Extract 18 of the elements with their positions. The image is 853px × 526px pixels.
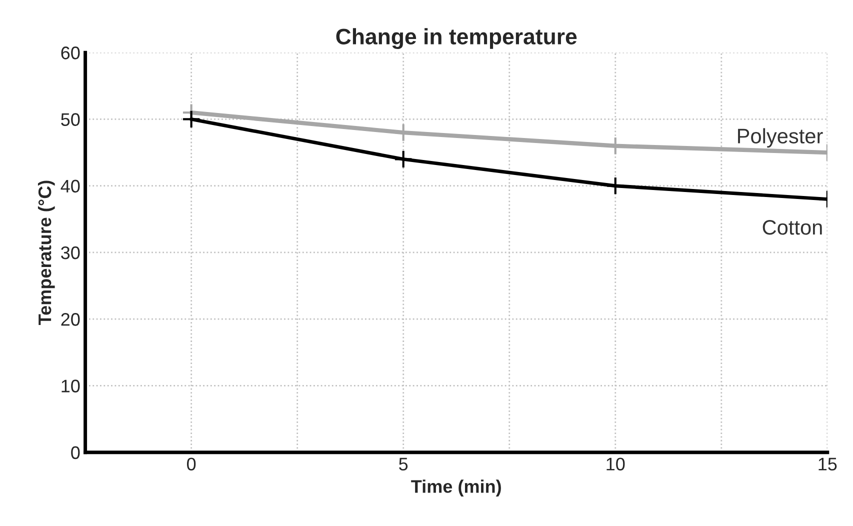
- x-tick-label: 10: [606, 458, 625, 470]
- series-label: Polyester: [738, 128, 823, 148]
- x-axis-title: Time (min): [411, 480, 501, 496]
- y-tick-label: 30: [61, 246, 80, 260]
- series-label: Cotton: [762, 220, 822, 235]
- point: [394, 150, 413, 169]
- x-tick-label: 0: [187, 458, 196, 470]
- x-tick-label: 15: [818, 458, 837, 470]
- y-tick-label: 50: [61, 113, 80, 126]
- y-tick-label: 0: [71, 446, 80, 460]
- chart-title: Change in temperature: [336, 28, 577, 49]
- x-tick-label: 5: [399, 458, 408, 470]
- y-tick-label: 60: [61, 46, 80, 60]
- y-tick-label: 40: [60, 180, 80, 193]
- y-axis-title: Temperature (°C): [38, 180, 55, 325]
- y-tick-label: 20: [61, 313, 80, 326]
- y-tick-label: 10: [62, 380, 80, 392]
- point: [182, 110, 201, 129]
